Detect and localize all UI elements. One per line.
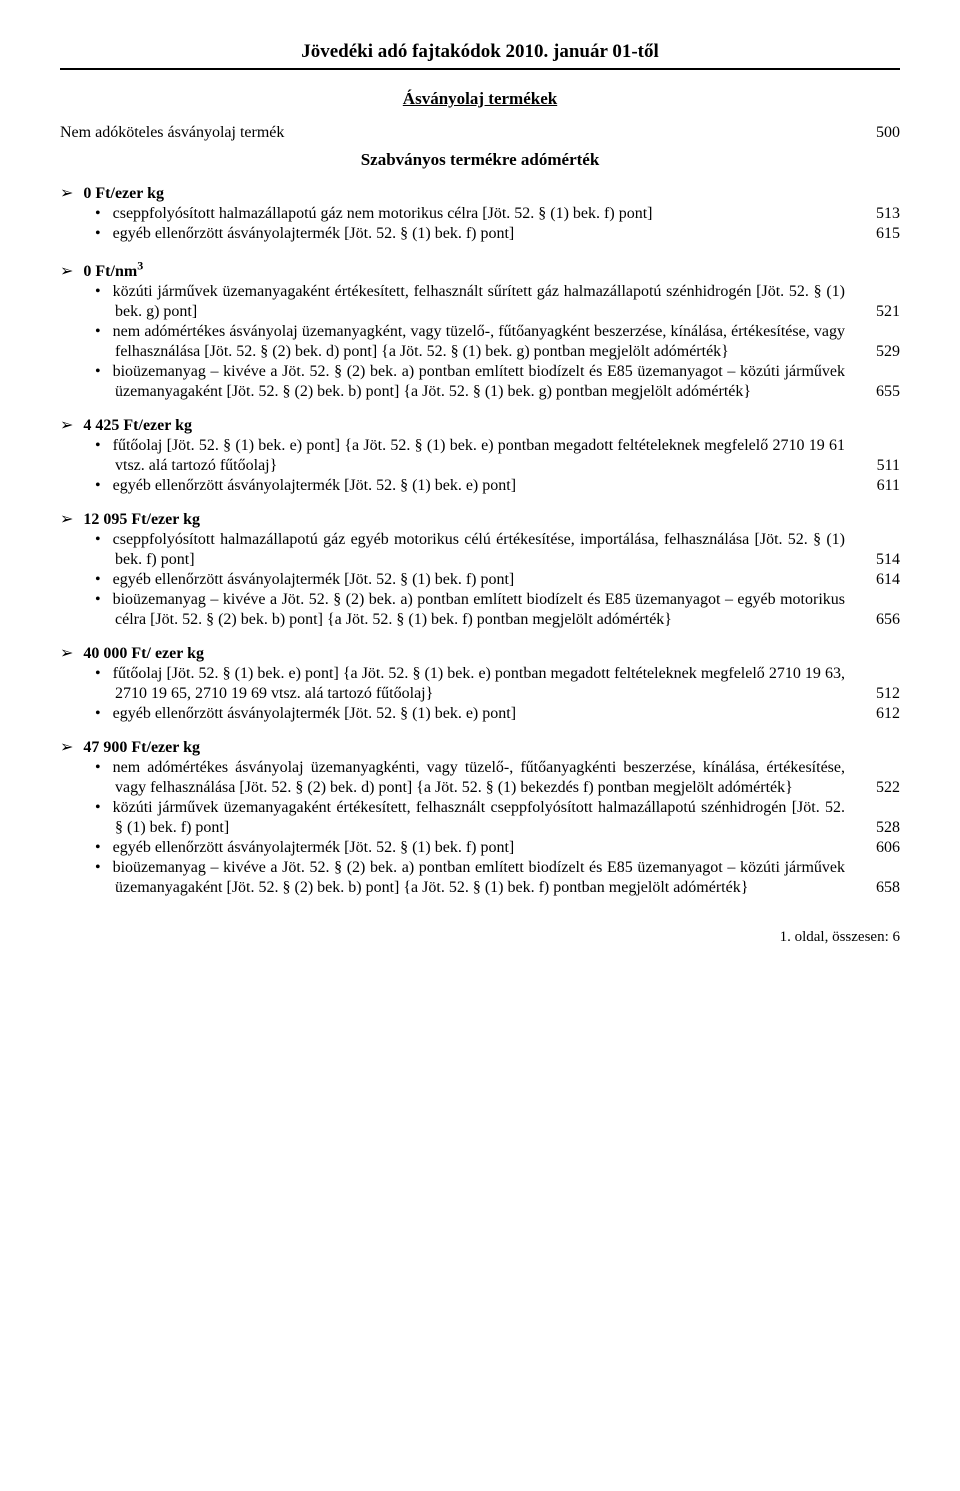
list-item: közúti járművek üzemanyagaként értékesít…: [60, 798, 900, 838]
group-header: 0 Ft/nm3: [60, 258, 900, 281]
list-item-code: 656: [855, 610, 900, 630]
list-item-code: 521: [855, 302, 900, 322]
list-item: fűtőolaj [Jöt. 52. § (1) bek. e) pont] {…: [60, 664, 900, 704]
group-header: 0 Ft/ezer kg: [60, 184, 900, 204]
list-item: egyéb ellenőrzött ásványolajtermék [Jöt.…: [60, 704, 900, 724]
non-taxable-line: Nem adóköteles ásványolaj termék 500: [60, 123, 900, 143]
group-header-label: 12 095 Ft/ezer kg: [83, 511, 200, 528]
list-item: egyéb ellenőrzött ásványolajtermék [Jöt.…: [60, 476, 900, 496]
list-item-code: 529: [855, 342, 900, 362]
group-header: 4 425 Ft/ezer kg: [60, 416, 900, 436]
list-item-text: egyéb ellenőrzött ásványolajtermék [Jöt.…: [115, 476, 845, 496]
list-item-code: 522: [855, 778, 900, 798]
list-item: nem adómértékes ásványolaj üzemanyagként…: [60, 322, 900, 362]
list-item-text: egyéb ellenőrzött ásványolajtermék [Jöt.…: [115, 224, 845, 244]
list-item-text: bioüzemanyag – kivéve a Jöt. 52. § (2) b…: [115, 858, 845, 898]
list-item-code: 511: [855, 456, 900, 476]
list-item: egyéb ellenőrzött ásványolajtermék [Jöt.…: [60, 224, 900, 244]
list-item: közúti járművek üzemanyagaként értékesít…: [60, 282, 900, 322]
page-footer: 1. oldal, összesen: 6: [60, 928, 900, 947]
group-header: 47 900 Ft/ezer kg: [60, 738, 900, 758]
group-header-label: 0 Ft/ezer kg: [83, 185, 164, 202]
list-item-code: 658: [855, 878, 900, 898]
list-item-text: nem adómértékes ásványolaj üzemanyagként…: [115, 322, 845, 362]
non-taxable-label: Nem adóköteles ásványolaj termék: [60, 123, 850, 143]
list-item-code: 606: [855, 838, 900, 858]
list-item-text: bioüzemanyag – kivéve a Jöt. 52. § (2) b…: [115, 362, 845, 402]
list-item-code: 615: [855, 224, 900, 244]
group-header-label: 47 900 Ft/ezer kg: [83, 739, 200, 756]
list-item-text: fűtőolaj [Jöt. 52. § (1) bek. e) pont] {…: [115, 436, 845, 476]
list-item-code: 514: [855, 550, 900, 570]
list-item-text: nem adómértékes ásványolaj üzemanyagként…: [115, 758, 845, 798]
list-item: bioüzemanyag – kivéve a Jöt. 52. § (2) b…: [60, 362, 900, 402]
group-header-super: 3: [137, 258, 143, 272]
list-item: egyéb ellenőrzött ásványolajtermék [Jöt.…: [60, 838, 900, 858]
list-item-text: közúti járművek üzemanyagaként értékesít…: [115, 282, 845, 322]
list-item-code: 611: [855, 476, 900, 496]
group-header-label: 40 000 Ft/ ezer kg: [83, 645, 204, 662]
list-item: bioüzemanyag – kivéve a Jöt. 52. § (2) b…: [60, 590, 900, 630]
list-item-text: egyéb ellenőrzött ásványolajtermék [Jöt.…: [115, 570, 845, 590]
group-header: 40 000 Ft/ ezer kg: [60, 644, 900, 664]
list-item: bioüzemanyag – kivéve a Jöt. 52. § (2) b…: [60, 858, 900, 898]
standard-heading: Szabványos termékre adómérték: [60, 149, 900, 170]
group-header-label: 4 425 Ft/ezer kg: [83, 417, 192, 434]
list-item-text: egyéb ellenőrzött ásványolajtermék [Jöt.…: [115, 704, 845, 724]
group-header-label: 0 Ft/nm3: [83, 263, 143, 280]
list-item: nem adómértékes ásványolaj üzemanyagként…: [60, 758, 900, 798]
list-item: cseppfolyósított halmazállapotú gáz nem …: [60, 204, 900, 224]
list-item-code: 655: [855, 382, 900, 402]
list-item-text: egyéb ellenőrzött ásványolajtermék [Jöt.…: [115, 838, 845, 858]
list-item-code: 528: [855, 818, 900, 838]
list-item-text: cseppfolyósított halmazállapotú gáz egyé…: [115, 530, 845, 570]
list-item: cseppfolyósított halmazállapotú gáz egyé…: [60, 530, 900, 570]
list-item-code: 612: [855, 704, 900, 724]
page-title: Jövedéki adó fajtakódok 2010. január 01-…: [60, 40, 900, 70]
section-heading: Ásványolaj termékek: [60, 88, 900, 109]
list-item-text: fűtőolaj [Jöt. 52. § (1) bek. e) pont] {…: [115, 664, 845, 704]
non-taxable-code: 500: [850, 123, 900, 143]
list-item-text: cseppfolyósított halmazállapotú gáz nem …: [115, 204, 845, 224]
list-item: egyéb ellenőrzött ásványolajtermék [Jöt.…: [60, 570, 900, 590]
list-item-text: bioüzemanyag – kivéve a Jöt. 52. § (2) b…: [115, 590, 845, 630]
list-item: fűtőolaj [Jöt. 52. § (1) bek. e) pont] {…: [60, 436, 900, 476]
list-item-code: 614: [855, 570, 900, 590]
group-header: 12 095 Ft/ezer kg: [60, 510, 900, 530]
list-item-code: 512: [855, 684, 900, 704]
list-item-code: 513: [855, 204, 900, 224]
list-item-text: közúti járművek üzemanyagaként értékesít…: [115, 798, 845, 838]
